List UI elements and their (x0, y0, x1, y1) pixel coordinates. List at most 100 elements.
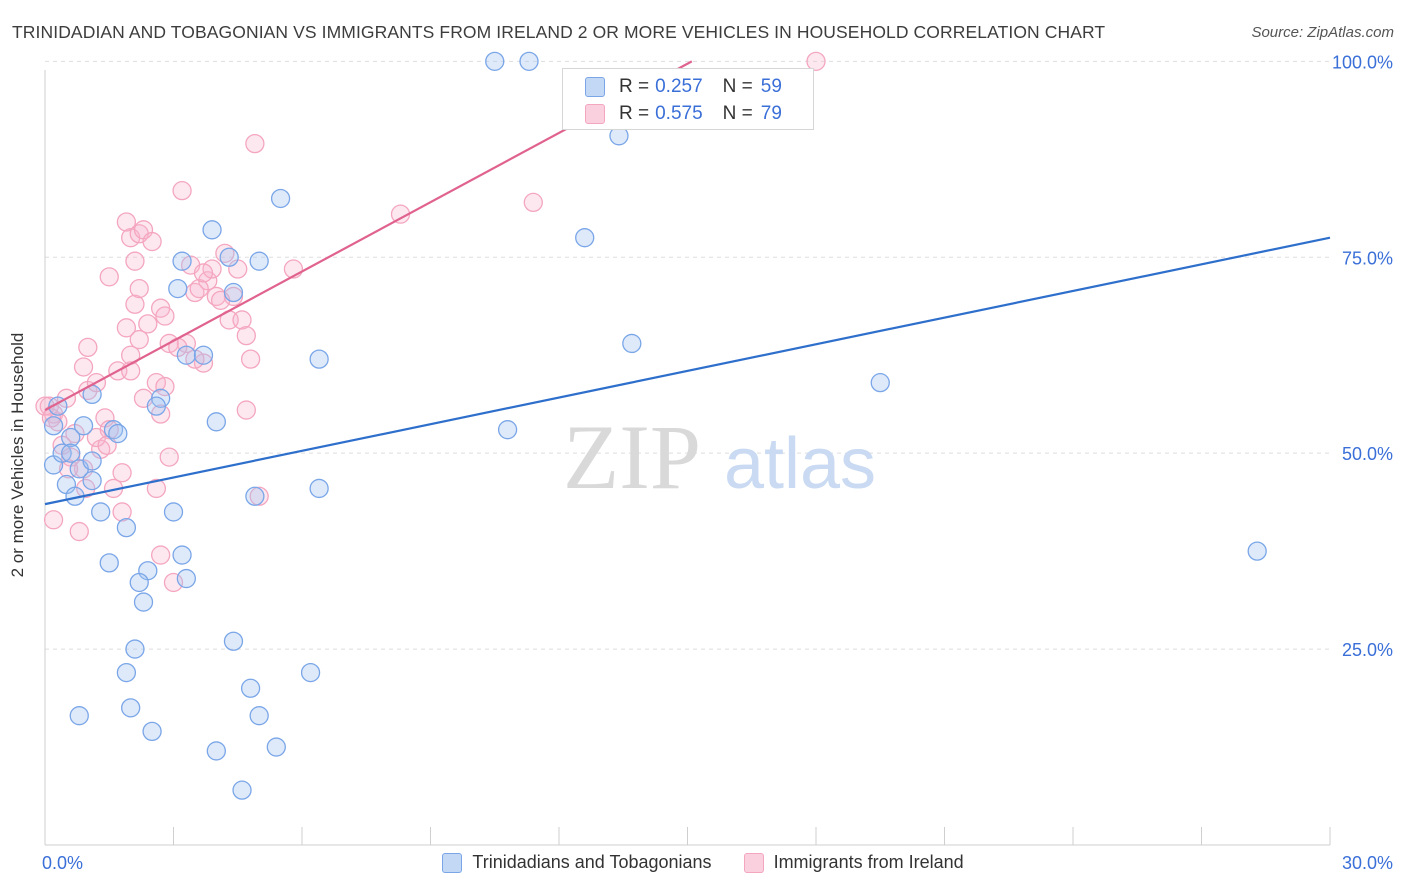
point-trinidadian (519, 51, 539, 71)
point-trinidadian (575, 228, 595, 248)
point-ireland (129, 329, 149, 350)
point-trinidadian (116, 517, 137, 538)
point-ireland (112, 463, 132, 483)
point-ireland (116, 212, 137, 232)
point-trinidadian (121, 698, 141, 718)
correlation-row-trinidadian: R = 0.257 N = 59 (585, 74, 782, 100)
point-ireland (236, 400, 256, 420)
bottom-legend: Trinidadians and Tobagonians Immigrants … (0, 852, 1406, 873)
point-ireland (142, 231, 162, 252)
point-trinidadian (43, 416, 64, 436)
r-value: 0.575 (655, 103, 703, 124)
legend-item-trinidadian[interactable]: Trinidadians and Tobagonians (442, 852, 712, 873)
watermark: ZIP atlas (563, 406, 876, 508)
point-ireland (189, 278, 209, 299)
point-trinidadian (108, 423, 128, 444)
point-ireland (159, 447, 179, 467)
trend-line-trinidadian (44, 236, 1331, 506)
point-trinidadian (82, 470, 102, 491)
point-ireland (146, 478, 167, 499)
point-ireland (43, 510, 64, 530)
point-trinidadian (172, 251, 192, 271)
point-trinidadian (125, 639, 145, 659)
series-swatch-blue (585, 77, 605, 97)
point-ireland (138, 314, 158, 334)
point-trinidadian (223, 631, 244, 651)
watermark-atlas: atlas (724, 424, 876, 504)
point-trinidadian (1247, 541, 1267, 561)
correlation-legend: R = 0.257 N = 59 R = 0.575 N = 79 (562, 68, 814, 130)
point-trinidadian (116, 662, 137, 683)
point-ireland (78, 337, 98, 358)
point-trinidadian (129, 572, 149, 593)
point-trinidadian (485, 51, 505, 71)
point-ireland (150, 545, 171, 565)
axes (44, 70, 1331, 846)
point-trinidadian (270, 188, 291, 209)
chart-title: TRINIDADIAN AND TOBAGONIAN VS IMMIGRANTS… (12, 22, 1106, 42)
point-trinidadian (61, 443, 81, 463)
legend-item-ireland[interactable]: Immigrants from Ireland (743, 852, 964, 873)
series-swatch-pink (585, 104, 605, 124)
point-ireland (86, 427, 107, 448)
point-ireland (112, 502, 132, 522)
n-label: N = (722, 103, 753, 124)
y-tick-label: 50.0% (1342, 444, 1393, 464)
point-ireland (73, 357, 94, 377)
y-tick-label: 75.0% (1342, 248, 1393, 268)
point-ireland (236, 325, 256, 346)
legend-label: Immigrants from Ireland (773, 852, 964, 872)
watermark-zip: ZIP (563, 406, 701, 508)
data-points (35, 51, 1267, 800)
point-ireland (193, 263, 214, 283)
point-trinidadian (202, 220, 222, 240)
point-ireland (155, 306, 175, 326)
point-ireland (76, 478, 96, 499)
point-trinidadian (870, 372, 890, 393)
point-ireland (69, 521, 89, 542)
point-trinidadian (82, 451, 102, 471)
n-value: 59 (760, 76, 782, 97)
point-trinidadian (193, 345, 214, 365)
n-value: 79 (760, 103, 782, 124)
point-trinidadian (163, 502, 184, 522)
point-trinidadian (240, 678, 261, 698)
point-trinidadian (249, 251, 269, 271)
point-trinidadian (168, 278, 188, 299)
point-trinidadian (206, 412, 226, 432)
point-trinidadian (73, 416, 94, 436)
point-ireland (125, 251, 145, 271)
point-ireland (523, 192, 543, 213)
point-trinidadian (245, 486, 265, 506)
point-trinidadian (172, 545, 192, 565)
point-trinidadian (142, 721, 162, 742)
point-trinidadian (309, 349, 329, 369)
point-trinidadian (61, 427, 81, 448)
legend-swatch-blue (442, 852, 463, 873)
point-trinidadian (249, 706, 269, 726)
point-trinidadian (176, 345, 197, 365)
point-ireland (155, 376, 175, 397)
point-trinidadian (300, 662, 321, 683)
point-trinidadian (146, 396, 167, 416)
point-trinidadian (99, 553, 119, 573)
point-ireland (116, 318, 137, 338)
point-trinidadian (91, 502, 111, 522)
r-value: 0.257 (655, 76, 703, 97)
point-ireland (249, 486, 269, 506)
point-ireland (41, 408, 62, 428)
point-ireland (806, 51, 826, 71)
y-tick-label: 25.0% (1342, 640, 1393, 660)
point-trinidadian (497, 420, 518, 440)
point-ireland (245, 133, 265, 154)
r-label: R = (619, 76, 650, 97)
point-trinidadian (133, 592, 154, 612)
y-axis-label: 2 or more Vehicles in Household (8, 332, 27, 578)
legend-swatch-pink (743, 852, 764, 873)
point-ireland (172, 180, 192, 201)
point-ireland (125, 294, 145, 314)
point-ireland (232, 310, 252, 330)
point-trinidadian (223, 282, 244, 303)
point-trinidadian (176, 568, 197, 589)
